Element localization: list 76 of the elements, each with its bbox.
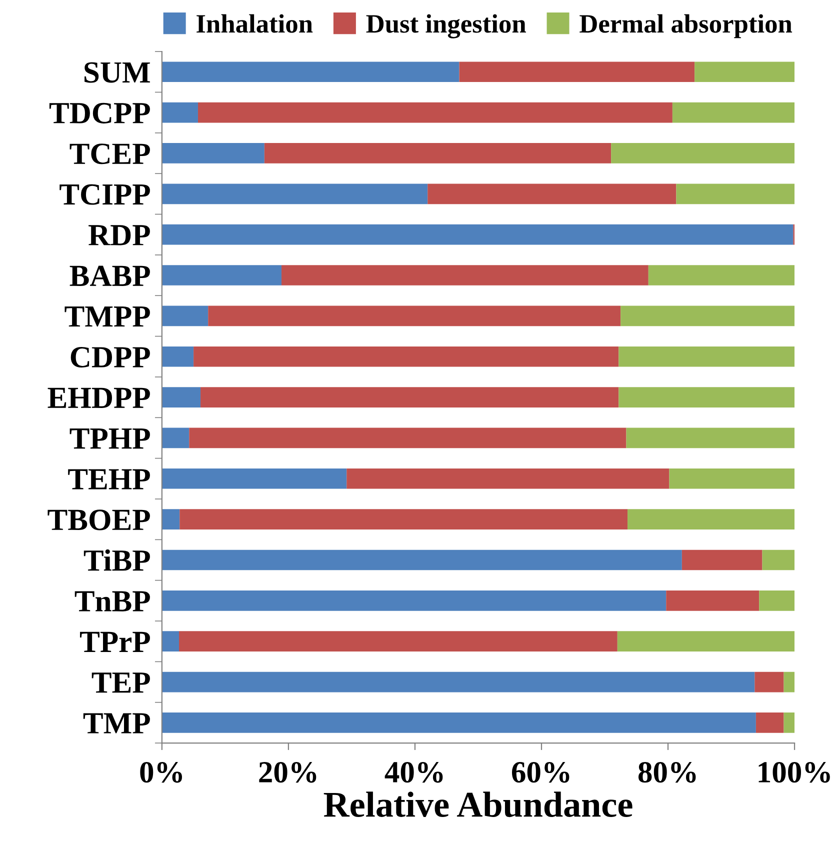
bar	[784, 712, 795, 733]
bar	[648, 265, 795, 286]
bar	[162, 631, 180, 652]
bar	[162, 346, 194, 367]
bar	[666, 590, 760, 611]
bar	[617, 631, 795, 652]
y-tick-label: SUM	[84, 62, 150, 83]
bar	[694, 62, 795, 82]
bar	[198, 102, 672, 123]
y-tick-label: CDPP	[70, 346, 150, 368]
bar	[618, 387, 795, 408]
legend-label: Dermal absorption	[580, 14, 792, 38]
bar	[281, 265, 648, 286]
bar	[162, 306, 208, 326]
y-tick-label: TnBP	[74, 591, 150, 612]
y-tick-label: TPrP	[80, 632, 150, 652]
bar	[162, 102, 198, 123]
y-tick-label: TEP	[92, 672, 150, 693]
bar	[618, 346, 795, 367]
bar	[669, 468, 795, 489]
bar	[756, 712, 784, 733]
bar	[189, 428, 626, 448]
bar	[346, 468, 670, 489]
x-tick-label: 40%	[384, 762, 443, 783]
bar	[162, 550, 682, 570]
y-tick-label: RDP	[88, 225, 150, 246]
y-tick-label: TiBP	[84, 549, 150, 571]
bar	[611, 143, 795, 164]
y-tick-label: TPHP	[70, 428, 150, 449]
y-tick-label: TMPP	[64, 306, 150, 327]
bar	[162, 387, 201, 408]
x-axis-title: Relative Abundance	[324, 792, 632, 818]
bar	[628, 509, 795, 530]
y-tick-label: EHDPP	[48, 388, 150, 408]
bar	[162, 62, 460, 82]
x-tick-label: 20%	[259, 762, 316, 783]
bar	[162, 672, 755, 692]
bar	[676, 184, 795, 204]
bar	[208, 306, 621, 326]
bar	[672, 102, 795, 123]
bar	[162, 590, 666, 611]
bar	[179, 631, 618, 652]
bar	[620, 306, 795, 326]
bar	[162, 509, 180, 530]
y-tick-label: TMP	[83, 713, 150, 734]
bar	[762, 550, 795, 570]
bar	[428, 184, 676, 204]
x-tick-label: 100%	[758, 762, 830, 783]
x-tick-label: 0%	[140, 762, 182, 783]
bar	[162, 265, 282, 286]
y-tick-label: TCEP	[70, 144, 150, 164]
bar	[264, 143, 612, 164]
y-tick-label: TEHP	[68, 469, 150, 490]
bar	[200, 387, 619, 408]
bar	[162, 184, 428, 204]
bar	[180, 509, 628, 530]
y-tick-label: TDCPP	[49, 102, 150, 124]
bar	[626, 428, 795, 448]
bar	[194, 346, 619, 367]
bar	[162, 224, 794, 245]
x-tick-label: 60%	[512, 762, 570, 783]
bar	[162, 428, 190, 448]
bar	[162, 712, 756, 733]
legend-label: Inhalation	[196, 14, 313, 33]
y-tick-label: TBOEP	[48, 510, 150, 530]
bar	[784, 672, 795, 692]
bar	[759, 590, 795, 611]
bar	[459, 62, 695, 82]
bar	[162, 143, 264, 164]
y-tick-label: BABP	[70, 266, 150, 286]
bar	[754, 672, 784, 692]
y-tick-label: TCIPP	[60, 184, 150, 205]
x-tick-label: 80%	[638, 762, 696, 783]
bar	[682, 550, 762, 570]
legend-label: Dust ingestion	[366, 14, 526, 38]
bar	[162, 468, 347, 489]
